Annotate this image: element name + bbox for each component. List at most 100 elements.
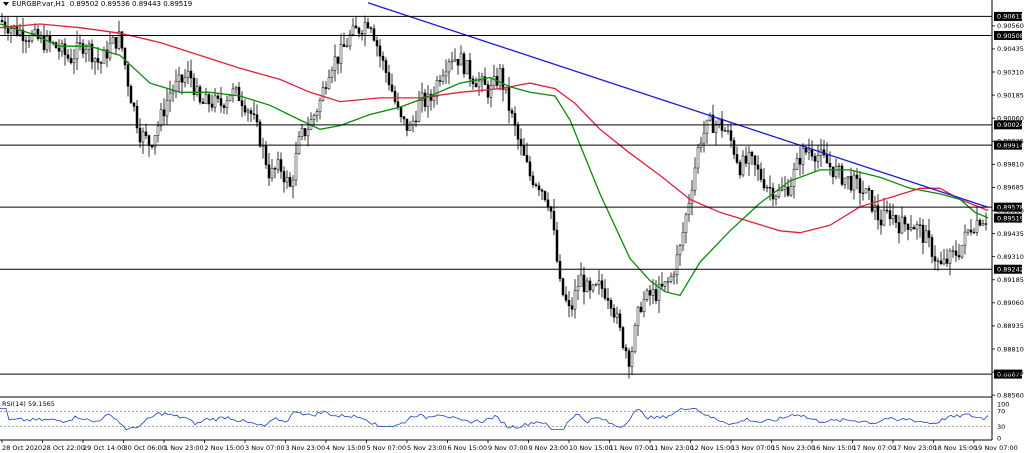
candle-body — [981, 223, 985, 226]
candle-body — [486, 84, 490, 98]
candle-body — [282, 171, 286, 183]
candle-body — [189, 70, 193, 79]
level-price-tag — [994, 264, 1022, 274]
candle-body — [336, 56, 340, 64]
candle-body — [150, 145, 154, 148]
candle-body — [105, 49, 109, 59]
candle-body — [615, 313, 619, 318]
candle-body — [198, 86, 202, 103]
rsi-tick-label: 70 — [997, 408, 1005, 416]
candle-body — [186, 70, 190, 78]
candle-body — [621, 327, 625, 348]
candle-body — [498, 68, 502, 86]
candle-body — [924, 230, 928, 243]
candle-body — [540, 189, 544, 192]
candle-body — [510, 110, 514, 114]
candle-body — [891, 215, 895, 220]
time-tick-label: 13 Nov 07:00 — [731, 444, 775, 452]
candle-body — [501, 68, 505, 90]
candle-body — [561, 278, 565, 296]
candle-body — [153, 135, 157, 148]
candle-body — [972, 231, 976, 234]
candle-body — [372, 28, 376, 41]
candle-body — [60, 43, 64, 52]
candle-body — [567, 300, 571, 307]
candle-body — [906, 223, 910, 230]
candle-body — [639, 306, 643, 312]
candle-body — [492, 76, 496, 86]
candle-body — [693, 167, 697, 191]
candle-body — [849, 175, 853, 191]
candle-body — [321, 87, 325, 101]
candle-body — [219, 98, 223, 106]
candle-body — [0, 20, 4, 22]
candle-body — [84, 48, 88, 54]
candle-body — [969, 229, 973, 233]
candle-body — [915, 224, 919, 230]
candle-body — [876, 205, 880, 221]
candle-body — [825, 154, 829, 164]
candle-body — [939, 260, 943, 265]
level-price-tag — [994, 30, 1022, 40]
candle-body — [543, 191, 547, 201]
candle-body — [573, 290, 577, 310]
candle-body — [741, 155, 745, 176]
candle-body — [426, 93, 430, 107]
time-tick-label: 30 Oct 06:00 — [124, 444, 166, 452]
candle-body — [678, 245, 682, 256]
candle-body — [885, 209, 889, 212]
rsi-header: RSI(14) 59.1565 — [2, 400, 55, 408]
candle-body — [774, 196, 778, 200]
candle-body — [207, 94, 211, 105]
price-tick-label: 0.88935 — [997, 322, 1024, 330]
candle-body — [942, 258, 946, 265]
candle-body — [96, 58, 100, 63]
candle-body — [735, 154, 739, 163]
candle-body — [165, 100, 169, 117]
candle-body — [531, 175, 535, 185]
time-tick-label: 18 Nov 15:00 — [934, 444, 978, 452]
candle-body — [192, 77, 196, 95]
candle-body — [141, 131, 145, 143]
level-price-tag — [994, 369, 1022, 379]
candle-body — [729, 130, 733, 141]
candle-body — [954, 250, 958, 256]
candle-body — [93, 58, 97, 63]
horizontal-levels[interactable]: 0.90611 0.90508 0.90024 0.89914 0.89578 0.892… — [0, 11, 1024, 379]
level-price-label: 0.89578 — [997, 203, 1024, 211]
candle-body — [669, 275, 673, 282]
candle-body — [6, 27, 10, 34]
candle-body — [840, 165, 844, 185]
candle-body — [123, 47, 127, 66]
candle-body — [816, 155, 820, 162]
chevron-down-icon[interactable] — [3, 2, 9, 6]
candle-body — [27, 40, 31, 42]
candle-body — [57, 47, 61, 52]
trendline[interactable] — [367, 2, 989, 208]
candle-body — [978, 219, 982, 226]
time-tick-label: 5 Nov 23:00 — [407, 444, 447, 452]
candle-body — [156, 125, 160, 136]
price-tick-label: 0.90310 — [997, 68, 1024, 76]
candle-body — [483, 76, 487, 85]
candle-body — [366, 22, 370, 29]
candle-body — [303, 128, 307, 137]
candle-body — [516, 125, 520, 140]
candle-body — [45, 35, 49, 51]
candle-body — [177, 74, 181, 82]
candle-body — [804, 147, 808, 153]
candle-body — [342, 44, 346, 47]
candle-body — [912, 226, 916, 230]
candle-body — [696, 147, 700, 169]
time-tick-label: 11 Nov 07:00 — [610, 444, 654, 452]
time-tick-label: 1 Nov 23:00 — [164, 444, 204, 452]
candle-body — [522, 145, 526, 156]
rsi-tick-label: 100 — [997, 400, 1009, 408]
candle-body — [420, 92, 424, 101]
time-tick-label: 9 Nov 23:00 — [529, 444, 569, 452]
candle-body — [99, 62, 103, 64]
rsi-tick-label: 0 — [997, 434, 1001, 442]
candle-body — [813, 155, 817, 162]
